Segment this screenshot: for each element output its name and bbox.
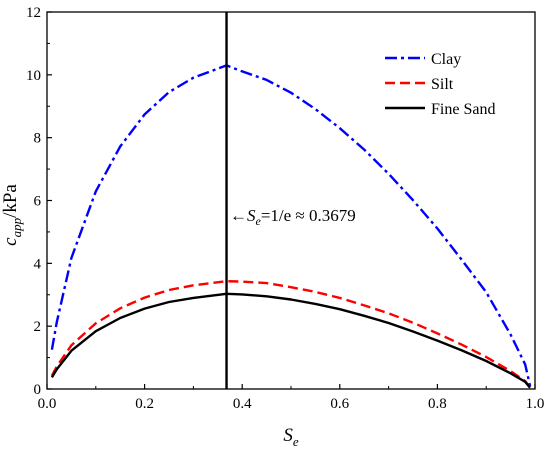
x-tick-label: 1.0 [526, 396, 545, 412]
vertical-line-annotation: ←Se=1/e ≈ 0.3679 [230, 206, 356, 228]
series-line-clay [50, 64, 532, 387]
x-axis-label-sub: e [293, 434, 299, 449]
y-axis-label: capp/kPa [0, 184, 24, 246]
annotation-sub: e [256, 214, 262, 228]
x-axis-label: Se [283, 425, 299, 449]
plot-frame [46, 11, 536, 390]
y-tick-label: 10 [26, 68, 41, 84]
y-tick-label: 4 [34, 256, 42, 272]
x-tick-label: 0.0 [38, 396, 57, 412]
series-line-silt [50, 280, 532, 389]
legend-label: Silt [431, 76, 454, 93]
y-axis-label-main: c [0, 237, 21, 246]
annotation-var: S [247, 206, 256, 225]
annotation-arrow: ← [230, 206, 247, 225]
x-tick-label: 0.8 [428, 396, 447, 412]
y-axis-label-sub: app [9, 217, 24, 237]
x-tick-label: 0.6 [330, 396, 349, 412]
x-tick-label: 0.4 [233, 396, 252, 412]
y-axis-label-suffix: /kPa [0, 184, 21, 218]
y-tick-label: 12 [26, 5, 41, 21]
plot-marks [50, 12, 532, 389]
x-tick-label: 0.2 [135, 396, 154, 412]
annotation-rest: =1/e ≈ 0.3679 [261, 206, 356, 225]
series-line-fine-sand [50, 292, 532, 389]
x-axis-label-main: S [283, 425, 293, 446]
y-tick-label: 6 [34, 194, 42, 210]
legend-label: Clay [431, 51, 461, 68]
y-tick-label: 2 [34, 319, 42, 335]
y-tick-label: 8 [34, 131, 42, 147]
y-tick-label: 0 [34, 382, 42, 398]
legend: Clay Silt Fine Sand [385, 51, 495, 118]
axis-ticks: 0.0 0.2 0.4 0.6 0.8 1.0 0 2 4 6 8 10 12 [26, 5, 544, 412]
legend-label: Fine Sand [431, 101, 495, 118]
